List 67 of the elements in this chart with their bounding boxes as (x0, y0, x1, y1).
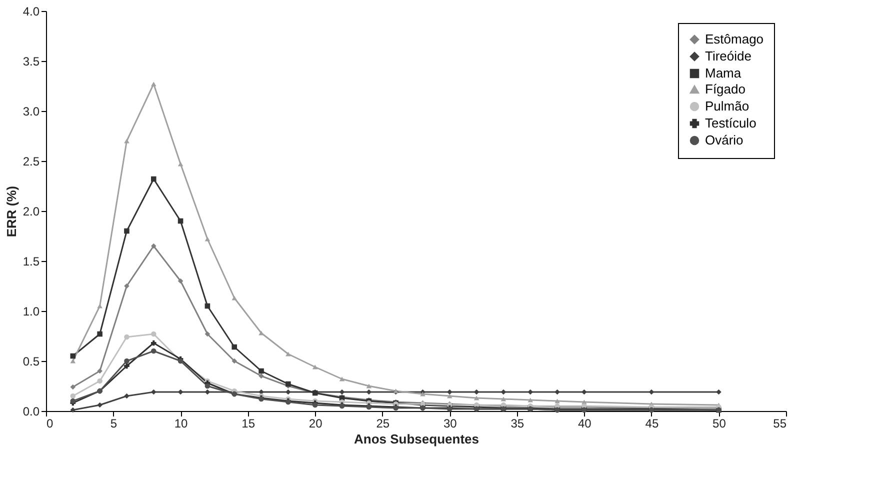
x-tick-label: 15 (242, 416, 256, 430)
point (204, 331, 210, 337)
x-axis-title: Anos Subsequentes (354, 432, 479, 446)
point (150, 243, 156, 249)
point (124, 334, 130, 340)
y-tick-label: 2.0 (22, 204, 40, 218)
point (178, 162, 184, 166)
y-tick-label: 1.0 (22, 304, 40, 318)
point (150, 389, 156, 395)
legend-label: Tireóide (705, 48, 752, 64)
point (70, 384, 76, 390)
legend-label: Ovário (705, 132, 744, 148)
legend-label: Mama (705, 66, 742, 80)
point (150, 340, 156, 346)
y-tick-label: 3.0 (22, 104, 40, 118)
point (232, 296, 238, 300)
point (150, 82, 156, 86)
x-tick-label: 40 (578, 416, 592, 430)
legend-label: Pulmão (705, 98, 750, 114)
y-axis-title: ERR (%) (4, 186, 19, 238)
point (339, 376, 345, 382)
point (420, 392, 426, 396)
y-tick-label: 3.5 (22, 54, 40, 68)
y-tick-label: 4.0 (22, 4, 40, 18)
x-tick-label: 30 (443, 416, 458, 430)
x-tick-label: 5 (110, 416, 118, 430)
point (286, 352, 291, 356)
x-tick-label: 10 (174, 416, 188, 430)
point (124, 138, 130, 144)
legend-label: Estômago (705, 32, 764, 46)
point (70, 407, 76, 413)
x-tick-label: 35 (510, 416, 524, 430)
point (97, 331, 102, 337)
y-tick-label: 1.5 (22, 254, 40, 268)
point (232, 344, 238, 350)
point (124, 228, 130, 234)
point (70, 358, 76, 364)
y-tick-label: 0.5 (22, 354, 40, 368)
point (124, 363, 130, 369)
point (366, 384, 372, 388)
legend-label: Testículo (705, 116, 756, 130)
point (150, 348, 156, 354)
x-tick-label: 50 (712, 416, 726, 430)
x-tick-label: 20 (308, 416, 323, 430)
point (204, 236, 210, 242)
y-tick-label: 2.5 (22, 154, 40, 168)
legend-label: Fígado (705, 82, 746, 96)
point (554, 398, 560, 404)
point (150, 331, 156, 337)
point (150, 176, 156, 182)
point (528, 398, 534, 402)
point (500, 396, 506, 402)
y-tick-label: 0.0 (22, 404, 40, 418)
point (474, 396, 480, 400)
point (446, 394, 452, 398)
point (312, 364, 318, 370)
x-tick-label: 45 (645, 416, 659, 430)
point (97, 378, 102, 384)
point (124, 358, 130, 364)
x-tick-label: 0 (46, 416, 54, 430)
point (70, 393, 76, 399)
point (204, 383, 210, 389)
x-tick-label: 55 (773, 416, 787, 430)
point (178, 278, 184, 284)
x-tick-label: 25 (376, 416, 390, 430)
point (232, 358, 238, 364)
point (258, 368, 264, 374)
